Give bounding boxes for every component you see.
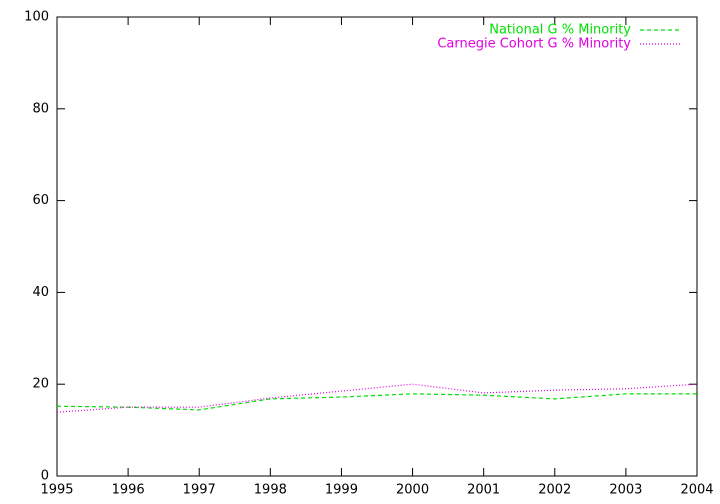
x-tick-label: 1998: [254, 483, 287, 498]
x-tick-label: 2002: [538, 483, 571, 498]
x-tick-label: 1996: [112, 483, 145, 498]
x-tick-label: 1995: [40, 483, 73, 498]
data-line: [56, 383, 698, 413]
data-line: [56, 393, 697, 411]
legend-label: National G % Minority: [489, 23, 631, 38]
x-tick-label: 2001: [467, 483, 500, 498]
y-tick-label: 60: [32, 193, 49, 208]
y-tick-label: 80: [32, 101, 49, 116]
x-tick-label: 1997: [183, 483, 216, 498]
plot-frame: [56, 16, 698, 477]
x-tick-label: 1999: [325, 483, 358, 498]
legend-label: Carnegie Cohort G % Minority: [437, 37, 631, 52]
y-tick-label: 0: [41, 469, 49, 484]
y-tick-label: 40: [32, 285, 49, 300]
x-tick-label: 2000: [396, 483, 429, 498]
x-tick-label: 2003: [609, 483, 642, 498]
y-tick-label: 20: [32, 377, 49, 392]
y-tick-label: 100: [24, 10, 49, 25]
x-tick-label: 2004: [680, 483, 713, 498]
